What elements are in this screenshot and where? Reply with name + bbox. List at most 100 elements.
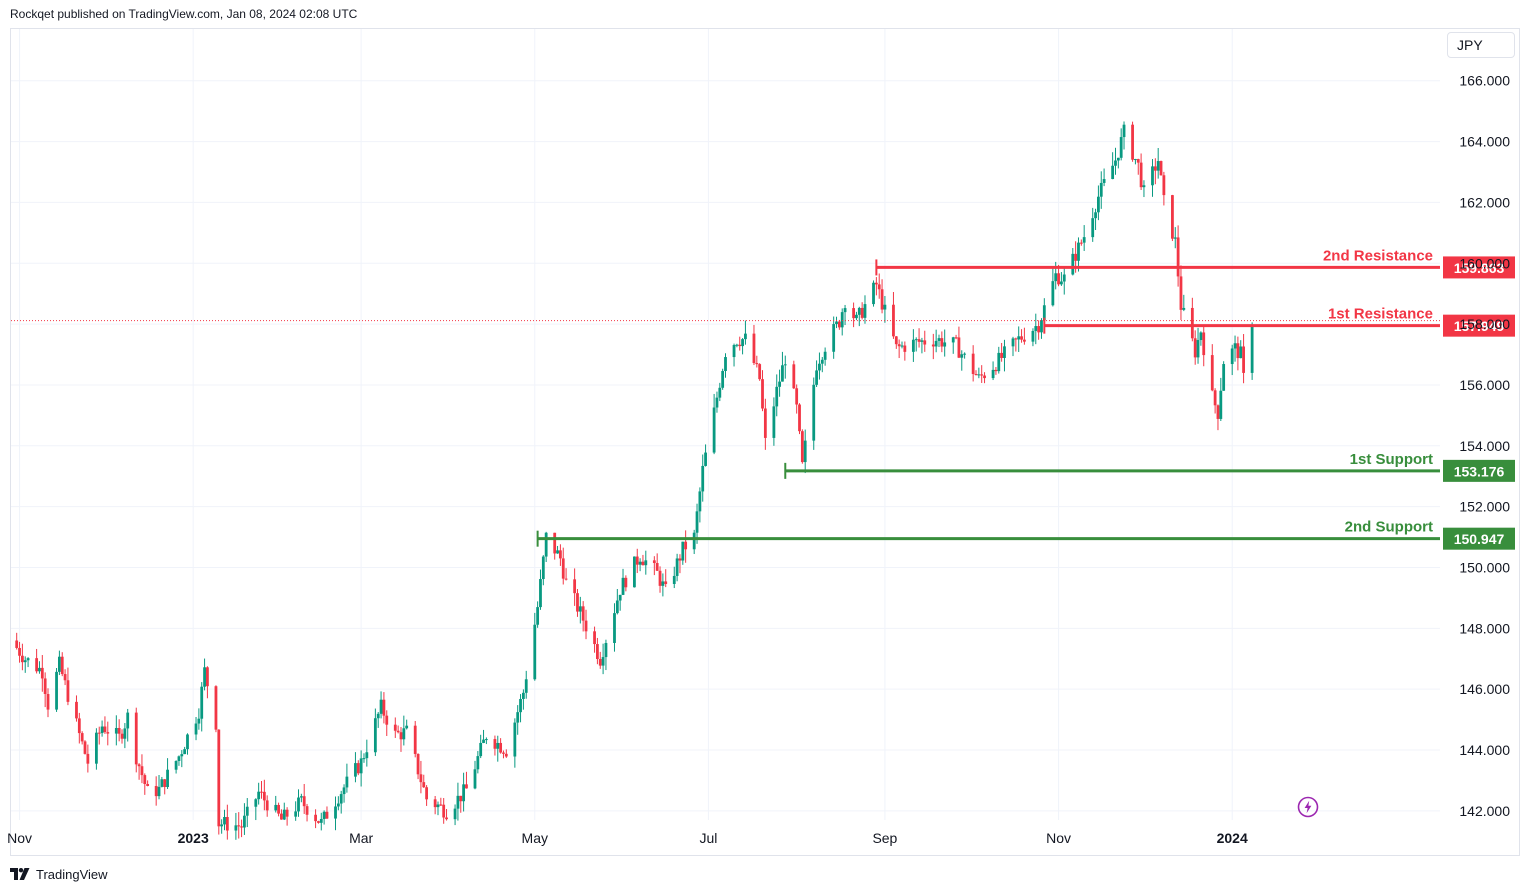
candle-body — [103, 726, 107, 733]
candle-body — [558, 550, 562, 559]
candle-body — [843, 308, 847, 313]
candle-body — [1003, 346, 1006, 358]
candle-body — [820, 359, 824, 364]
candle-body — [994, 369, 998, 372]
candle-body — [943, 342, 947, 347]
candle-body — [493, 739, 497, 749]
candle-body — [692, 532, 696, 550]
candle-body — [695, 511, 699, 533]
candle-body — [1131, 124, 1134, 160]
candle-body — [436, 804, 440, 808]
chart-frame[interactable] — [10, 28, 1520, 856]
candle-body — [920, 340, 924, 342]
level-label: 1st Resistance — [1328, 306, 1433, 323]
candle-body — [795, 388, 799, 405]
candle-body — [832, 324, 836, 352]
candle-body — [203, 667, 206, 687]
candle-body — [963, 353, 967, 355]
candle-body — [1116, 157, 1120, 161]
x-tick-label: May — [522, 830, 548, 846]
candle-body — [1102, 179, 1106, 183]
candle-body — [573, 579, 577, 594]
candle-body — [1017, 336, 1021, 340]
candle-body — [234, 825, 238, 831]
y-tick-label: 154.000 — [1459, 438, 1510, 454]
candle-body — [718, 387, 722, 398]
candle-body — [1233, 343, 1237, 349]
candle-body — [1159, 161, 1163, 176]
candle-body — [818, 363, 821, 371]
candle-body — [277, 804, 280, 814]
candle-body — [1222, 364, 1226, 391]
candle-body — [345, 776, 349, 788]
candle-body — [1173, 237, 1177, 239]
candle-body — [715, 397, 719, 408]
candle-body — [812, 384, 816, 441]
candle-body — [735, 344, 739, 346]
candle-body — [1156, 161, 1160, 171]
candle-body — [513, 722, 517, 757]
candle-body — [38, 667, 41, 672]
chart-grid — [11, 29, 1440, 820]
candle-body — [678, 558, 682, 561]
candle-body — [94, 732, 98, 764]
candle-body — [260, 791, 263, 793]
candle-body — [544, 532, 548, 557]
level-price-badge — [1443, 314, 1515, 337]
candle-body — [214, 686, 218, 730]
candle-body — [206, 667, 209, 687]
candle-body — [1236, 343, 1240, 359]
lightning-bolt-icon[interactable] — [1297, 796, 1319, 818]
candle-body — [137, 764, 141, 767]
currency-selector-button[interactable]: JPY — [1447, 32, 1515, 58]
candle-body — [615, 600, 619, 614]
candle-body — [1091, 218, 1095, 238]
candle-body — [262, 791, 266, 801]
candle-body — [991, 369, 995, 379]
candle-body — [339, 794, 343, 804]
candle-body — [1213, 390, 1217, 406]
candle-body — [319, 819, 323, 823]
candle-body — [624, 577, 628, 588]
candle-body — [75, 701, 78, 719]
candle-body — [86, 753, 90, 764]
candle-body — [1190, 307, 1194, 339]
candle-body — [1119, 137, 1123, 158]
y-tick-label: 166.000 — [1459, 73, 1510, 89]
candle-body — [800, 431, 804, 463]
x-tick-label: Mar — [349, 830, 373, 846]
candle-body — [521, 692, 525, 699]
candle-body — [661, 581, 665, 586]
candle-body — [1057, 273, 1060, 285]
candle-body — [297, 797, 300, 812]
level-price-label: 159.863 — [1454, 260, 1505, 276]
y-tick-label: 164.000 — [1459, 134, 1510, 150]
candle-body — [100, 726, 104, 734]
candle-body — [863, 304, 867, 318]
candle-body — [1219, 390, 1223, 419]
candle-body — [857, 307, 861, 315]
candle-body — [741, 339, 744, 347]
candle-body — [1182, 307, 1186, 310]
candle-body — [763, 408, 767, 438]
candle-body — [738, 344, 742, 347]
candle-body — [957, 337, 961, 358]
candle-body — [183, 749, 187, 755]
y-tick-label: 156.000 — [1459, 377, 1510, 393]
level-price-label: 153.176 — [1454, 463, 1505, 479]
candle-body — [977, 374, 981, 376]
candle-body — [698, 491, 702, 512]
candle-body — [325, 811, 329, 819]
candle-body — [484, 739, 488, 741]
candle-body — [166, 769, 169, 788]
candle-body — [755, 363, 759, 365]
candle-body — [1071, 253, 1075, 275]
candle-body — [240, 826, 243, 828]
candle-body — [334, 806, 337, 819]
level-price-badge — [1443, 527, 1515, 550]
candle-body — [46, 694, 50, 710]
candle-body — [393, 724, 397, 731]
candle-body — [1216, 405, 1220, 419]
candle-body — [684, 541, 688, 550]
